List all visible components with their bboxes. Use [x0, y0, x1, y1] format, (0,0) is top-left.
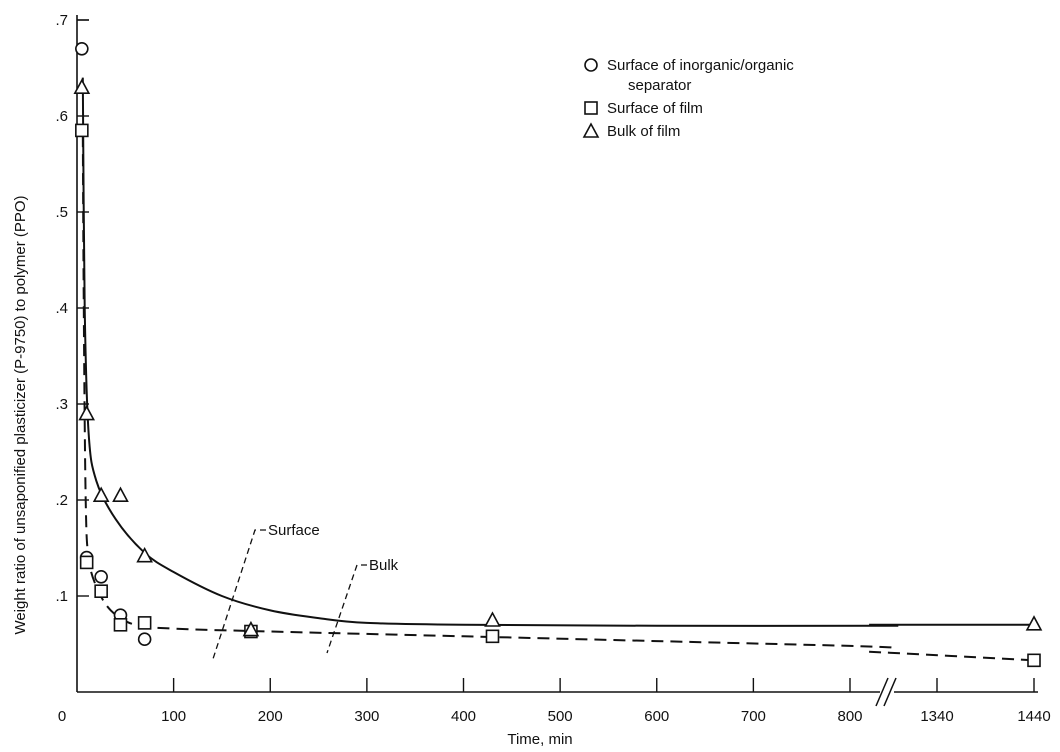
curve-annotations: Surface Bulk — [211, 522, 399, 663]
legend-triangle-icon — [582, 122, 600, 138]
x-tick-label: 500 — [548, 708, 573, 725]
bulk-leader-line — [326, 564, 367, 654]
circle-data-point — [137, 632, 152, 647]
square-data-point — [75, 123, 89, 138]
x-tick-label: 700 — [741, 708, 766, 725]
triangle-data-point — [242, 620, 260, 637]
circle-data-point — [75, 41, 89, 56]
y-tick-label: .7 — [55, 12, 68, 29]
y-tick-label: .6 — [55, 108, 68, 125]
x-tick-label: 400 — [451, 708, 476, 725]
x-axis-break-mark — [883, 677, 897, 707]
y-tick-label: .3 — [55, 396, 68, 413]
data-markers — [73, 41, 1043, 668]
surface-curve — [81, 135, 899, 649]
square-data-point — [485, 629, 500, 644]
x-tick-label: 1340 — [920, 708, 953, 725]
triangle-data-point — [136, 546, 153, 563]
bulk-curve — [81, 77, 899, 627]
x-tick-label: 600 — [644, 708, 669, 725]
legend: Surface of inorganic/organic separator Sur… — [582, 57, 794, 140]
triangle-data-point — [484, 611, 501, 627]
legend-label: Surface of inorganic/organic — [607, 57, 794, 74]
surface-leader-line — [211, 529, 266, 663]
square-data-point — [137, 616, 152, 630]
square-data-point — [1027, 653, 1041, 668]
legend-square-icon — [584, 101, 598, 115]
x-tick-label: 200 — [258, 708, 283, 725]
circle-data-point — [94, 569, 108, 584]
y-tick-label: .2 — [55, 492, 68, 509]
square-data-point — [94, 584, 108, 599]
triangle-data-point — [1025, 615, 1043, 631]
legend-circle-icon — [584, 58, 598, 72]
axes: .1 .2 .3 .4 .5 .6 .7 0 100 200 300 400 500 600 700 800 1… — [12, 12, 1051, 748]
square-data-point — [113, 617, 128, 632]
x-tick-label: 0 — [58, 708, 66, 725]
triangle-data-point — [78, 404, 96, 421]
triangle-data-point — [92, 486, 110, 503]
square-data-point — [79, 555, 94, 570]
y-tick-label: .4 — [55, 300, 68, 317]
x-axis-title: Time, min — [507, 731, 572, 748]
bulk-annotation: Bulk — [369, 557, 399, 574]
y-axis-title: Weight ratio of unsaponified plasticizer… — [12, 195, 29, 634]
x-axis-break-mark — [875, 677, 889, 707]
legend-label: Bulk of film — [607, 123, 680, 140]
surface-annotation: Surface — [268, 522, 320, 539]
legend-label: separator — [628, 77, 691, 94]
x-tick-label: 800 — [837, 708, 862, 725]
fit-curves — [81, 77, 1035, 662]
y-tick-label: .1 — [55, 588, 68, 605]
triangle-data-point — [112, 486, 129, 503]
legend-label: Surface of film — [607, 100, 703, 117]
y-tick-label: .5 — [55, 204, 68, 221]
x-tick-label: 300 — [354, 708, 379, 725]
x-tick-label: 1440 — [1017, 708, 1050, 725]
surface-curve-continuation — [869, 650, 1035, 662]
triangle-data-point — [73, 78, 91, 94]
x-tick-label: 100 — [161, 708, 186, 725]
